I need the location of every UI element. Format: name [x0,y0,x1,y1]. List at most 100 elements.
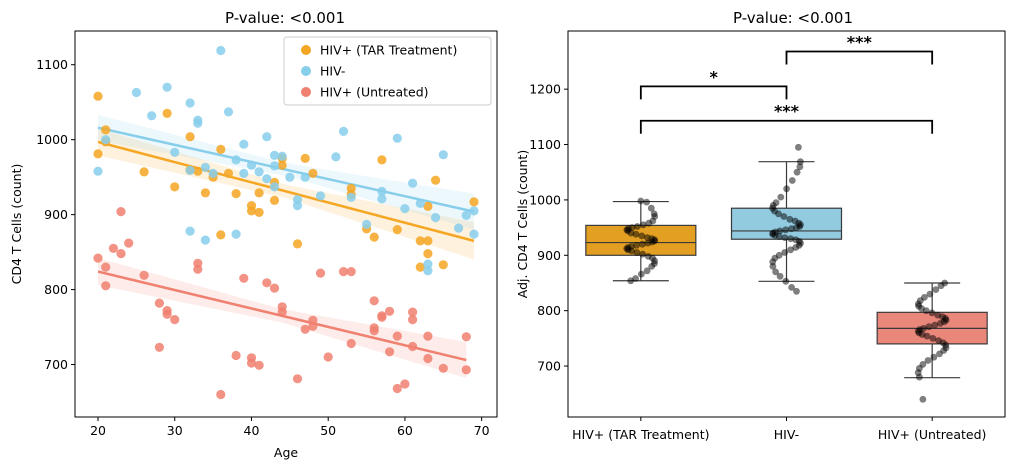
box-title: P-value: <0.001 [733,9,853,27]
jitter-point-hiv [793,287,800,295]
legend-label-untreated: HIV+ (Untreated) [320,85,429,100]
box-jitter-points [623,143,950,403]
jitter-point-hiv-tar-treatment [628,247,636,255]
jitter-point-hiv [788,177,796,184]
scatter-y-ticks: 700 800 900 1000 1100 [36,57,75,372]
jitter-point-hiv-tar-treatment [639,221,647,229]
point-hiv-untreated [193,258,203,268]
point-hiv-untreated [338,267,349,277]
point-hiv-tar-treatment [93,91,103,101]
point-hiv [246,160,257,170]
box-y-axis-label: Adj. CD4 T Cells (count) [515,150,530,298]
jitter-point-hiv [787,235,795,243]
point-hiv [423,259,433,269]
point-hiv-tar-treatment [200,188,210,198]
significance-label: * [709,67,718,86]
y-tick-label: 800 [537,303,561,318]
jitter-point-hiv-untreated [922,307,930,315]
jitter-point-hiv-untreated [937,282,945,290]
point-hiv [208,168,218,178]
y-tick-label: 1200 [529,82,561,97]
legend-frame [283,36,492,106]
box-y-ticks: 700 800 900 1000 1100 1200 [529,82,568,374]
point-hiv-untreated [423,331,433,341]
scatter-x-ticks: 20 30 40 50 60 70 [90,417,490,438]
point-hiv-tar-treatment [300,153,310,163]
jitter-point-hiv [783,185,790,193]
point-hiv [223,107,234,117]
y-tick-label: 900 [44,207,68,222]
box-hiv-tar-treatment [585,224,697,256]
point-hiv [269,161,280,171]
point-hiv-tar-treatment [139,167,149,177]
point-hiv [377,186,387,196]
box-x-ticks: HIV+ (TAR Treatment) HIV- HIV+ (Untreated) [572,417,986,442]
point-hiv [292,201,303,211]
point-hiv-untreated [461,365,471,375]
point-hiv [269,150,280,160]
y-tick-label: 1000 [529,192,561,207]
jitter-point-hiv [795,143,802,151]
y-tick-label: 800 [44,282,68,297]
point-hiv-tar-treatment [170,182,180,192]
point-hiv [400,204,410,214]
point-hiv [101,135,111,145]
point-hiv-tar-treatment [216,144,226,154]
legend-label-tar: HIV+ (TAR Treatment) [320,43,457,58]
point-hiv [185,165,195,175]
jitter-point-hiv-untreated [932,286,940,293]
point-hiv [170,147,180,157]
point-hiv-untreated [154,298,164,308]
point-hiv-tar-treatment [93,149,103,159]
scatter-title: P-value: <0.001 [225,9,345,27]
point-hiv-tar-treatment [246,206,257,216]
jitter-point-hiv [788,284,795,291]
jitter-point-hiv-tar-treatment [643,198,650,206]
point-hiv-untreated [392,383,402,394]
jitter-point-hiv-tar-treatment [633,241,640,249]
point-hiv [315,191,326,201]
point-hiv [262,174,272,184]
point-hiv-untreated [246,353,257,363]
significance-label: *** [847,32,873,51]
point-hiv-untreated [346,267,356,277]
point-hiv-tar-treatment [415,236,425,246]
point-hiv-untreated [438,363,448,373]
significance-bracket [785,50,934,65]
scatter-x-axis-label: Age [274,445,298,460]
jitter-point-hiv-untreated [930,353,938,361]
legend-marker-negative [301,66,311,76]
point-hiv [346,192,356,202]
point-hiv-tar-treatment [277,160,287,170]
point-hiv-untreated [254,360,264,370]
x-tick-label: 40 [244,423,260,438]
x-tick-label: 60 [397,423,413,438]
point-hiv [431,213,441,223]
point-hiv-tar-treatment [377,155,387,165]
point-hiv-untreated [231,350,241,361]
y-tick-label: 700 [44,357,68,372]
box-plots [585,161,988,379]
point-hiv [231,155,241,165]
point-hiv-untreated [385,347,395,357]
point-hiv-untreated [239,273,249,283]
jitter-point-hiv-untreated [924,357,932,364]
point-hiv [423,266,433,276]
point-hiv-untreated [269,283,280,293]
point-hiv-untreated [292,374,303,384]
jitter-point-hiv-tar-treatment [643,267,651,275]
jitter-point-hiv-tar-treatment [638,232,646,240]
point-hiv-untreated [408,341,418,352]
jitter-point-hiv [777,193,785,201]
ci-band-hiv-untreated [98,258,467,378]
point-hiv-tar-treatment [185,132,195,142]
x-tick-label: 70 [474,423,490,438]
y-tick-label: 1100 [529,137,561,152]
point-hiv-untreated [408,307,418,317]
legend-marker-untreated [301,87,311,97]
point-hiv-tar-treatment [431,175,441,185]
point-hiv [193,118,203,128]
point-hiv-untreated [423,353,433,364]
jitter-point-hiv-tar-treatment [647,204,655,212]
point-hiv [362,219,372,229]
